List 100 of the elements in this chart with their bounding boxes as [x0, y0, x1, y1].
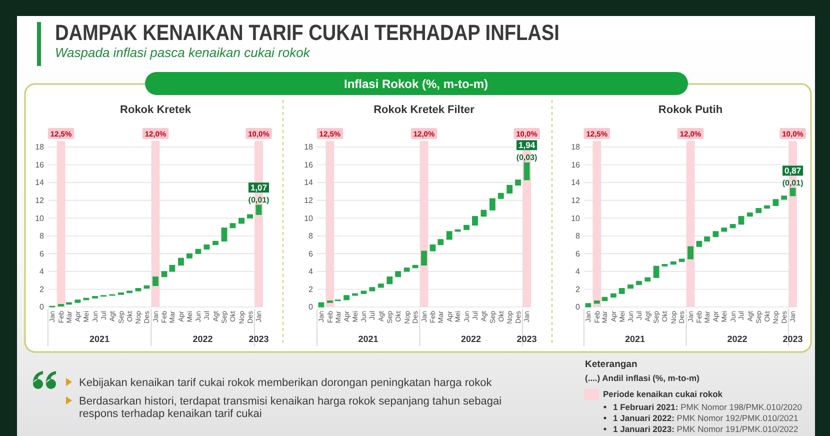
text: 1 Januari 2023: PMK Nomor 191/PMK.010/2022: [613, 424, 798, 434]
bar: [178, 258, 184, 266]
y-tick-label: 12: [304, 196, 314, 205]
bar: [489, 198, 496, 210]
text: 1 Februari 2021: PMK Nomor 198/PMK.010/2020: [613, 402, 802, 412]
y-tick-label: 4: [40, 267, 45, 276]
bar: [653, 266, 660, 278]
bar: [618, 288, 625, 294]
bar: [772, 199, 779, 206]
text: 2022: [192, 334, 213, 344]
y-tick-label: 8: [576, 232, 581, 241]
chart-title: Rokok Kretek Filter: [374, 104, 476, 116]
bar: [585, 303, 592, 308]
y-tick-label: 12: [35, 196, 45, 205]
y-tick-label: 16: [35, 160, 45, 170]
bar: [524, 162, 530, 180]
bar: [195, 248, 202, 254]
chart-title: Rokok Kretek: [120, 104, 192, 116]
bar: [498, 192, 504, 199]
bar: [412, 264, 418, 268]
text: DAMPAK KENAIKAN TARIF CUKAI TERHADAP INFLASI: [55, 20, 560, 46]
bar: [636, 280, 642, 286]
text: 2021: [358, 334, 378, 344]
y-tick-label: 0: [308, 302, 314, 312]
bar: [421, 250, 427, 266]
y-tick-label: 6: [308, 249, 314, 258]
bar: [186, 253, 192, 258]
bar: [256, 204, 262, 215]
y-tick-label: 8: [40, 232, 45, 241]
text: 2023: [248, 334, 269, 344]
bar: [756, 208, 762, 214]
bar: [152, 276, 158, 286]
bar: [746, 212, 753, 217]
bar: [594, 300, 600, 304]
bar: [378, 284, 384, 288]
bar: [230, 223, 236, 228]
y-tick-label: 14: [304, 178, 314, 188]
text: 2021: [89, 334, 110, 344]
y-tick-label: 16: [304, 160, 314, 170]
bar: [212, 240, 218, 246]
y-tick-label: 10: [35, 214, 45, 223]
bar: [506, 184, 513, 194]
text: Inflasi Rokok (%, m-to-m): [344, 77, 488, 92]
bar: [446, 231, 452, 240]
y-tick-label: 6: [40, 249, 45, 258]
bar: [678, 258, 685, 262]
bar: [738, 216, 744, 225]
bar: [610, 293, 616, 298]
bar: [395, 271, 402, 278]
y-tick-label: 18: [35, 142, 45, 152]
y-tick-label: 14: [35, 178, 45, 188]
y-tick-label: 6: [576, 249, 581, 258]
y-tick-label: 18: [571, 142, 581, 152]
y-tick-label: 4: [576, 267, 581, 276]
text: 2022: [727, 334, 748, 344]
bar: [360, 290, 367, 294]
annotation: (0,03): [516, 153, 538, 162]
bar: [781, 196, 788, 200]
bar: [696, 240, 702, 247]
annotation: (0,01): [248, 196, 270, 205]
chart-title: Rokok Putih: [658, 104, 723, 116]
bar: [144, 285, 150, 289]
bar: [404, 268, 410, 272]
text: (....) Andil inflasi (%, m-to-m): [585, 373, 700, 383]
bar: [318, 302, 324, 308]
bar: [790, 188, 796, 196]
bar: [721, 228, 728, 232]
bar: [764, 205, 770, 209]
text: 2023: [782, 334, 803, 344]
bar: [221, 228, 228, 242]
bar: [464, 224, 470, 230]
y-tick-label: 4: [308, 267, 314, 276]
bar: [247, 214, 253, 218]
text: Waspada inflasi pasca kenaikan cukai rokok: [55, 45, 312, 60]
bar: [238, 218, 244, 224]
bar: [430, 244, 436, 252]
y-tick-label: 12: [571, 196, 581, 205]
bar: [628, 284, 634, 289]
text: 2022: [461, 334, 482, 344]
y-tick-label: 10: [571, 214, 581, 223]
bar: [344, 295, 350, 300]
y-tick-label: 10: [304, 214, 314, 223]
bar: [515, 180, 521, 186]
bar: [472, 216, 478, 226]
text: 2023: [516, 334, 537, 344]
text: Kebijakan kenaikan tarif cukai rokok memberikan dorongan peningkatan harga rokok: [79, 377, 492, 389]
text: Keterangan: [585, 359, 638, 370]
bar: [74, 300, 81, 303]
bar: [480, 210, 487, 217]
y-tick-label: 0: [40, 302, 45, 312]
bar: [688, 246, 694, 260]
text: Berdasarkan histori, terdapat transmisi kenaikan harga rokok sepanjang tahun sebagai respons terhadap kenaikan tarif cukai: [79, 396, 502, 420]
bar: [602, 296, 608, 302]
bar: [704, 236, 710, 242]
bar: [730, 224, 736, 228]
y-tick-label: 2: [576, 284, 581, 294]
annotation: (0,01): [782, 178, 804, 188]
bar: [712, 231, 719, 238]
bar: [204, 244, 210, 250]
y-tick-label: 2: [308, 284, 314, 294]
